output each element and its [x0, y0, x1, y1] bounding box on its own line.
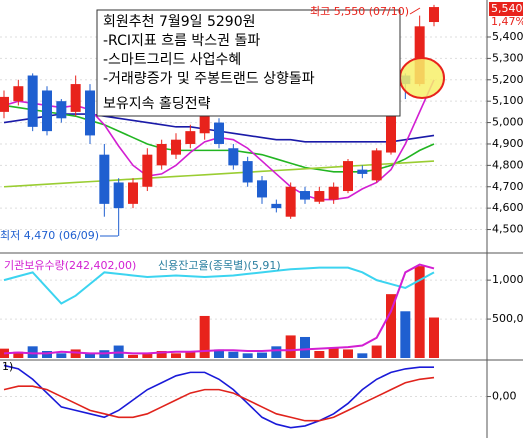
volume-panel: 1,000, 500,00 [0, 263, 523, 358]
volume-bar [257, 352, 267, 358]
candle-body [142, 154, 153, 187]
volume-bar [56, 353, 67, 358]
y-tick-label: 4,800 [492, 158, 523, 171]
legend-entry: 기관보유수량(242,402,00) [4, 259, 136, 272]
indicator-line [3, 364, 434, 429]
annotation-line: -RCI지표 흐름 박스권 돌파 [103, 33, 260, 49]
candle-body [300, 191, 310, 200]
y-tick-label: 4,700 [492, 180, 523, 193]
candle-body [386, 109, 396, 153]
annotation-line: 보유지속 홀딩전략 [103, 96, 211, 112]
volume-bar [142, 352, 153, 358]
price-label: 5,540 [491, 2, 523, 15]
volume-bar [371, 345, 382, 358]
candle-body [271, 203, 282, 209]
candle-body [257, 180, 267, 198]
volume-bar [185, 350, 196, 358]
y-tick-label: 4,500 [492, 223, 523, 236]
indicator-line [3, 263, 435, 355]
candle-body [371, 150, 382, 181]
y-tick-label: 500,00 [492, 312, 523, 325]
highlight-ellipse [399, 57, 445, 99]
change-label: 1,47% [491, 15, 523, 28]
indicator-line [3, 266, 435, 305]
volume-bar [42, 350, 52, 358]
candle-body [228, 148, 239, 166]
candle-body [113, 182, 124, 209]
candle-body [156, 143, 167, 166]
candle-body [56, 101, 67, 119]
candle-body [285, 186, 296, 217]
volume-bar [242, 353, 253, 358]
legend-entry: 신용잔고율(종목별)(5,91) [158, 259, 281, 272]
candle-body [199, 116, 210, 134]
volume-bar [328, 347, 339, 358]
price-box [489, 2, 523, 16]
y-tick-label: 4,900 [492, 137, 523, 150]
volume-bar [214, 349, 224, 358]
volume-bar [429, 317, 439, 358]
y-tick-label: 5,200 [492, 73, 523, 86]
indicator-line [3, 376, 435, 422]
volume-bar [300, 336, 310, 358]
volume-bar [285, 335, 296, 358]
candle-body [429, 7, 439, 23]
annotation-line: -거래량증가 및 주봉트랜드 상향돌파 [103, 71, 315, 87]
candle-body [85, 90, 95, 136]
panel-label: 1) [2, 360, 13, 373]
y-tick-label: 1,000, [492, 273, 523, 286]
annotation-line: -스마트그리드 사업수혜 [103, 52, 241, 68]
volume-bar [27, 346, 38, 358]
candle-body [314, 191, 325, 202]
volume-bar [414, 266, 425, 358]
candle-body [13, 86, 24, 102]
volume-bar [357, 353, 368, 358]
volume-bar [271, 346, 282, 358]
candle-body [128, 182, 138, 204]
volume-bar [386, 294, 396, 358]
volume-bar [70, 349, 81, 358]
volume-bar [128, 354, 138, 358]
candle-body [99, 154, 110, 204]
volume-bar [199, 315, 210, 358]
candle-body [0, 96, 9, 112]
oscillator-panel: 0,00 [0, 364, 517, 429]
y-tick-label: 5,400 [492, 30, 523, 43]
volume-bar [13, 351, 24, 358]
candle-body [414, 26, 425, 85]
candle-body [242, 161, 253, 183]
volume-bar [314, 350, 325, 358]
candle-body [42, 90, 52, 132]
candle-body [185, 131, 196, 144]
candle-body [214, 122, 224, 144]
candle-body [328, 186, 339, 200]
y-tick-label: 5,100 [492, 94, 523, 107]
annotation-box [96, 9, 401, 117]
volume-bar [85, 352, 95, 358]
y-tick-label: 4,600 [492, 201, 523, 214]
y-tick-label: 5,300 [492, 51, 523, 64]
candle-body [357, 169, 368, 174]
candle-body [70, 84, 81, 112]
volume-bar [343, 349, 353, 358]
y-tick-label: 0,00 [492, 390, 517, 403]
annotation-line: 회원추천 7월9일 5290원 [103, 14, 256, 30]
candle-body [171, 139, 181, 155]
volume-bar [228, 351, 239, 358]
low-label: 최저 4,470 (06/09) [0, 229, 99, 242]
high-arrow [409, 7, 421, 15]
y-tick-label: 5,000 [492, 116, 523, 129]
high-label: 최고 5,550 (07/10) [310, 5, 409, 18]
volume-bar [171, 353, 181, 358]
candle-body [27, 75, 38, 127]
volume-bar [156, 350, 167, 358]
candle-body [343, 161, 353, 192]
volume-bar [400, 311, 411, 358]
